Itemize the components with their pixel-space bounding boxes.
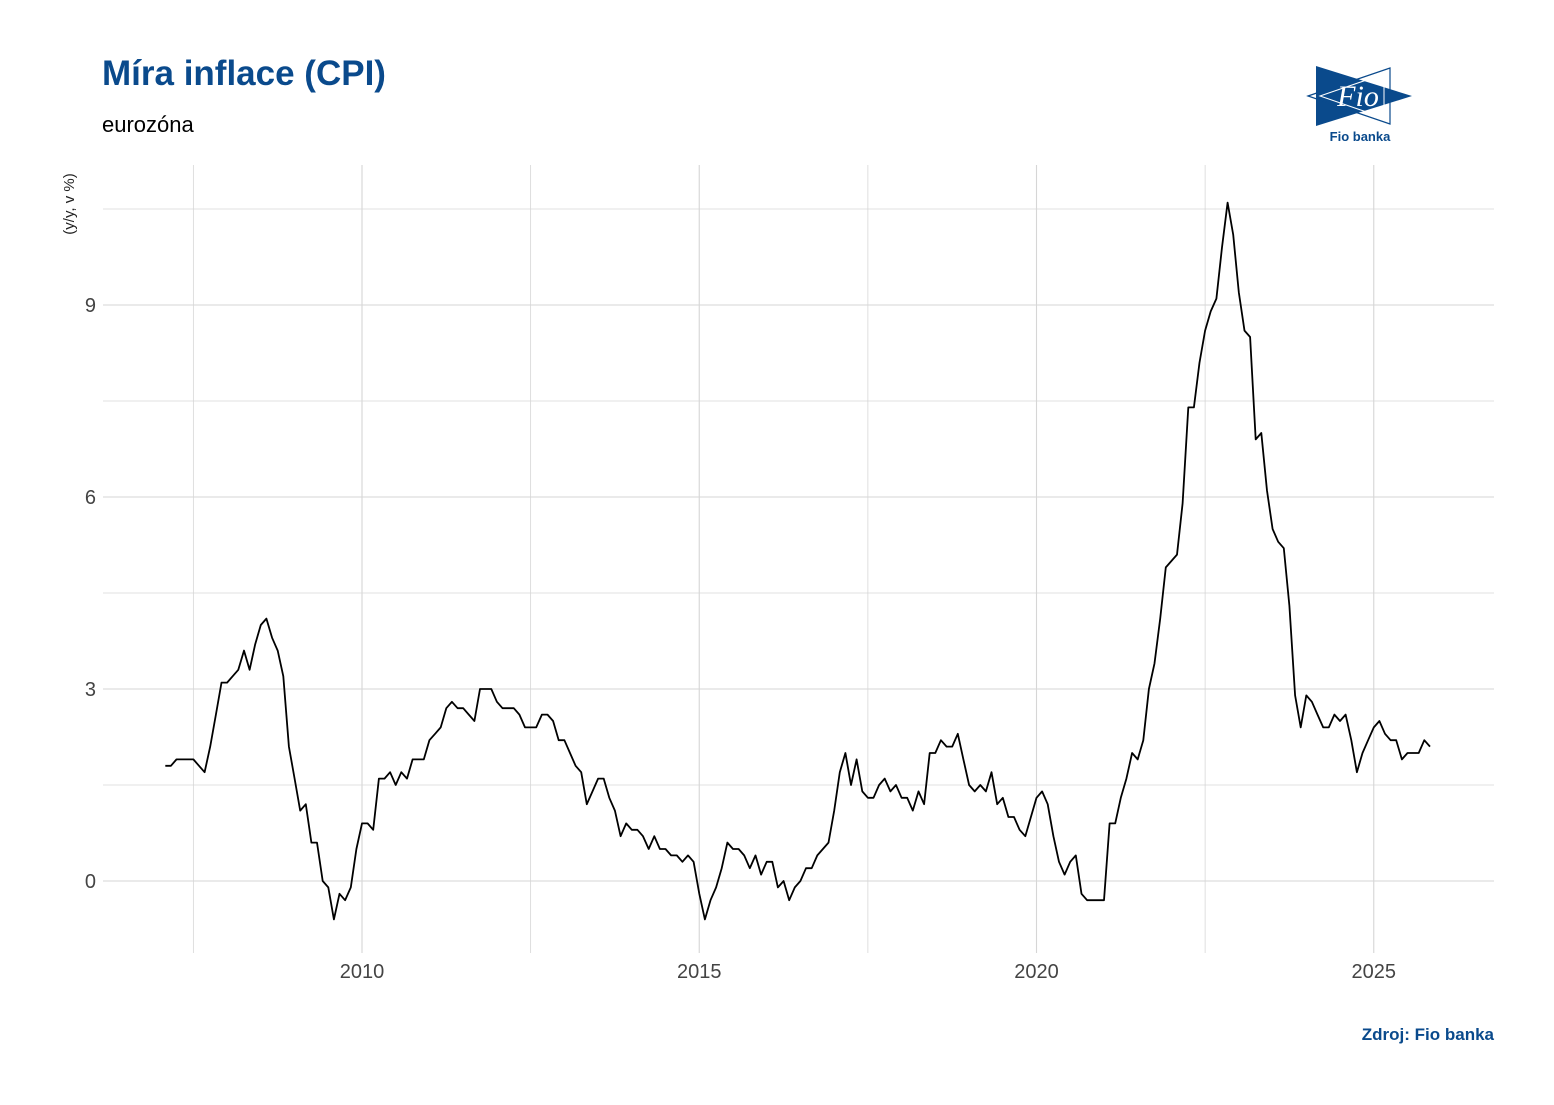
source-caption: Zdroj: Fio banka (1361, 1025, 1494, 1044)
x-tick-label: 2010 (340, 961, 385, 983)
x-tick-label: 2015 (677, 961, 722, 983)
y-axis-label: (y/y, v %) (61, 173, 78, 234)
series-line (165, 201, 1431, 921)
x-tick-label: 2020 (1014, 961, 1059, 983)
svg-text:Fio banka: Fio banka (1330, 129, 1391, 144)
svg-text:Fio: Fio (1336, 80, 1379, 113)
y-tick-label: 3 (85, 679, 96, 701)
chart-subtitle: eurozóna (102, 112, 194, 137)
x-tick-label: 2025 (1352, 961, 1397, 983)
y-tick-label: 9 (85, 295, 96, 317)
chart-title: Míra inflace (CPI) (102, 54, 386, 93)
fio-banka-logo: Fio Fio banka (1306, 66, 1412, 144)
y-tick-label: 6 (85, 487, 96, 509)
y-tick-label: 0 (85, 871, 96, 893)
